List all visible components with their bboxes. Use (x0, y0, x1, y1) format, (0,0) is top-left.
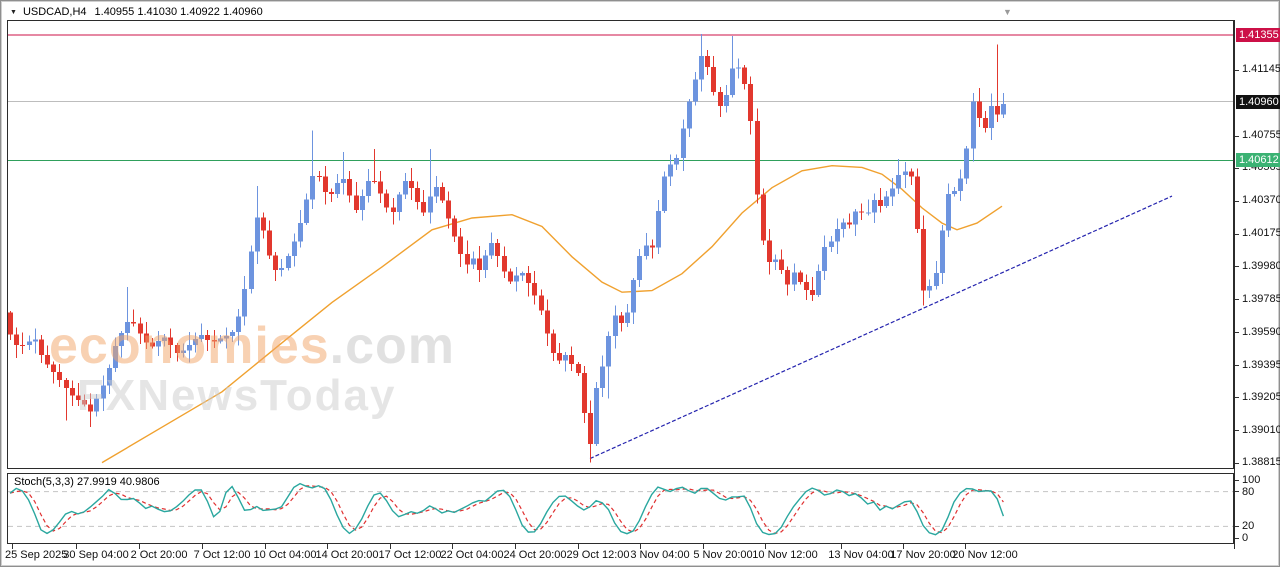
chart-shift-marker-icon[interactable]: ▼ (1003, 7, 1012, 17)
stoch-axis-tick (1235, 526, 1239, 527)
time-axis-label: 22 Oct 04:00 (440, 549, 504, 561)
time-axis-tick (640, 544, 641, 549)
main-chart-area[interactable]: economies.com FXNewsToday (7, 20, 1234, 469)
stochastic-svg (7, 473, 1234, 544)
trendline (589, 195, 1173, 460)
price-axis-tick (1235, 136, 1239, 137)
price-axis-tick (1235, 299, 1239, 300)
price-axis-label: 1.40175 (1242, 227, 1280, 240)
stoch-axis-label: 20 (1242, 520, 1255, 533)
time-axis-label: 5 Nov 20:00 (693, 549, 753, 561)
price-axis-label: 1.39980 (1242, 259, 1280, 272)
chart-title-symbol: USDCAD,H4 (22, 6, 87, 18)
stoch-axis-label: 0 (1242, 532, 1249, 544)
time-axis-label: 30 Sep 04:00 (63, 549, 129, 561)
price-axis-label: 1.39590 (1242, 325, 1280, 338)
price-level-badge: 1.41355 (1236, 28, 1280, 42)
time-axis-label: 29 Oct 12:00 (566, 549, 630, 561)
stoch-axis-label: 80 (1242, 485, 1255, 498)
candles-group (8, 34, 1006, 463)
stoch-axis-tick (1235, 491, 1239, 492)
price-axis-tick (1235, 430, 1239, 431)
price-axis-tick (1235, 266, 1239, 267)
price-axis-label: 1.41145 (1242, 63, 1280, 76)
price-axis-label: 1.39395 (1242, 358, 1280, 371)
time-axis-tick (703, 544, 704, 549)
time-axis-label: 3 Nov 04:00 (630, 549, 690, 561)
time-axis-tick (76, 544, 77, 549)
price-axis-tick (1235, 365, 1239, 366)
time-axis-label: 17 Nov 20:00 (890, 549, 956, 561)
time-axis-label: 25 Sep 2025 (5, 549, 68, 561)
time-axis-tick (841, 544, 842, 549)
price-axis-label: 1.38815 (1242, 456, 1280, 469)
time-axis-label: 10 Oct 04:00 (253, 549, 317, 561)
time-axis-label: 17 Oct 12:00 (378, 549, 442, 561)
price-axis-tick (1235, 234, 1239, 235)
chart-titlebar: ▼ USDCAD,H4 1.40955 1.41030 1.40922 1.40… (10, 5, 271, 19)
panel-splitter[interactable] (7, 469, 1234, 473)
price-axis-label: 1.40370 (1242, 194, 1280, 207)
price-level-badge: 1.40960 (1236, 94, 1280, 109)
time-axis-tick (765, 544, 766, 549)
stoch-axis-tick (1235, 538, 1239, 539)
price-level-badge: 1.40612 (1236, 153, 1280, 168)
price-axis-tick (1235, 332, 1239, 333)
time-axis-label: 13 Nov 04:00 (828, 549, 894, 561)
time-axis-label: 24 Oct 20:00 (503, 549, 567, 561)
time-axis-label: 10 Nov 12:00 (752, 549, 818, 561)
time-axis-tick (139, 544, 140, 549)
price-axis-tick (1235, 70, 1239, 71)
time-axis-tick (327, 544, 328, 549)
price-axis-tick (1235, 397, 1239, 398)
symbol-dropdown-icon[interactable]: ▼ (10, 8, 17, 16)
price-axis-label: 1.39785 (1242, 292, 1280, 305)
time-axis-label: 20 Nov 12:00 (952, 549, 1018, 561)
price-axis-tick (1235, 463, 1239, 464)
time-axis-tick (965, 544, 966, 549)
price-axis[interactable]: 1.411451.407551.405651.403701.401751.399… (1234, 20, 1280, 549)
chart-title-ohlc: 1.40955 1.41030 1.40922 1.40960 (94, 6, 263, 18)
stochastic-label: Stoch(5,3,3) 27.9919 40.9806 (14, 476, 160, 488)
time-axis-tick (12, 544, 13, 549)
price-chart-svg (7, 20, 1234, 469)
moving-average-line (101, 164, 1003, 464)
price-axis-label: 1.39010 (1242, 423, 1280, 436)
time-axis-tick (452, 544, 453, 549)
time-axis-tick (390, 544, 391, 549)
time-axis-tick (578, 544, 579, 549)
time-axis-label: 7 Oct 12:00 (193, 549, 251, 561)
time-axis-tick (265, 544, 266, 549)
stoch-axis-label: 100 (1242, 474, 1261, 486)
stoch-axis-tick (1235, 480, 1239, 481)
time-axis-tick (515, 544, 516, 549)
time-axis-label: 14 Oct 20:00 (315, 549, 379, 561)
time-axis-tick (202, 544, 203, 549)
stochastic-panel[interactable]: Stoch(5,3,3) 27.9919 40.9806 (7, 473, 1234, 544)
time-axis[interactable]: 25 Sep 2025 30 Sep 04:00 2 Oct 20:00 7 Oct … (2, 543, 1234, 567)
time-axis-label: 2 Oct 20:00 (130, 549, 188, 561)
price-axis-label: 1.40755 (1242, 129, 1280, 142)
price-axis-tick (1235, 201, 1239, 202)
price-axis-tick (1235, 168, 1239, 169)
stoch-k-line (9, 482, 1005, 536)
time-axis-tick (903, 544, 904, 549)
price-axis-label: 1.39205 (1242, 390, 1280, 403)
